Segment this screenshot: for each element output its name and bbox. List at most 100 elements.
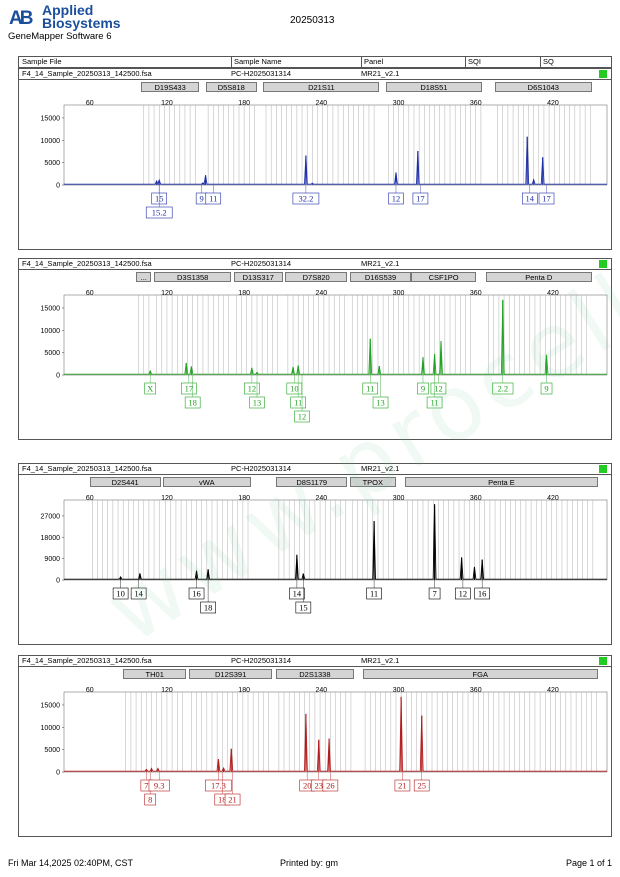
locus-marker[interactable]: D7S820 xyxy=(285,272,348,282)
allele-label-box[interactable] xyxy=(112,587,129,600)
allele-label-box[interactable] xyxy=(145,206,173,219)
allele-label[interactable]: 14 xyxy=(526,194,535,204)
allele-label-box[interactable] xyxy=(413,779,430,792)
allele-label[interactable]: 12 xyxy=(298,412,307,422)
allele-label[interactable]: 11 xyxy=(366,384,374,394)
locus-marker[interactable]: TPOX xyxy=(349,477,396,487)
allele-label[interactable]: 15.2 xyxy=(152,208,167,218)
allele-label[interactable]: 15 xyxy=(299,603,308,613)
allele-label[interactable]: 21 xyxy=(228,795,237,805)
allele-label[interactable]: 8 xyxy=(148,795,152,805)
allele-label-box[interactable] xyxy=(388,192,404,205)
allele-label-box[interactable] xyxy=(286,382,303,395)
allele-label[interactable]: 18 xyxy=(204,603,213,613)
locus-marker[interactable]: D21S11 xyxy=(263,82,380,92)
allele-label-box[interactable] xyxy=(130,587,147,600)
allele-label-box[interactable] xyxy=(426,396,443,409)
locus-marker[interactable]: FGA xyxy=(362,669,598,679)
locus-marker[interactable]: Penta D xyxy=(486,272,592,282)
allele-label-box[interactable] xyxy=(455,587,471,600)
allele-label-box[interactable] xyxy=(289,587,305,600)
allele-label-box[interactable] xyxy=(224,793,241,806)
allele-label-box[interactable] xyxy=(492,382,514,395)
allele-label[interactable]: 21 xyxy=(398,781,407,791)
allele-label-box[interactable] xyxy=(148,779,170,792)
allele-label[interactable]: 25 xyxy=(417,781,426,791)
allele-label[interactable]: 18 xyxy=(218,795,227,805)
locus-marker[interactable]: D2S1338 xyxy=(276,669,354,679)
locus-marker[interactable]: D18S51 xyxy=(385,82,483,92)
allele-label[interactable]: 7 xyxy=(432,589,436,599)
allele-label-box[interactable] xyxy=(428,587,441,600)
locus-marker[interactable]: D12S391 xyxy=(188,669,273,679)
allele-label[interactable]: 12 xyxy=(392,194,401,204)
allele-label[interactable]: 18 xyxy=(188,398,197,408)
allele-label[interactable]: 9.3 xyxy=(154,781,165,791)
locus-marker[interactable]: Penta E xyxy=(404,477,598,487)
allele-label[interactable]: 9 xyxy=(421,384,425,394)
allele-label-box[interactable] xyxy=(290,396,306,409)
allele-label-box[interactable] xyxy=(366,587,382,600)
locus-marker[interactable]: D13S317 xyxy=(233,272,283,282)
allele-label-box[interactable] xyxy=(474,587,490,600)
allele-label[interactable]: 14 xyxy=(293,589,302,599)
allele-label[interactable]: 14 xyxy=(134,589,143,599)
locus-marker[interactable]: D8S1179 xyxy=(276,477,348,487)
locus-marker[interactable]: CSF1PO xyxy=(411,272,476,282)
allele-label[interactable]: 17.3 xyxy=(211,781,226,791)
allele-label-box[interactable] xyxy=(322,779,339,792)
allele-label[interactable]: 10 xyxy=(290,384,299,394)
allele-label[interactable]: 16 xyxy=(192,589,201,599)
allele-label-box[interactable] xyxy=(249,396,265,409)
locus-marker[interactable]: D6S1043 xyxy=(495,82,592,92)
allele-label[interactable]: 10 xyxy=(116,589,125,599)
allele-label[interactable]: 11 xyxy=(370,589,378,599)
allele-label-box[interactable] xyxy=(295,601,312,614)
locus-marker[interactable]: vWA xyxy=(163,477,251,487)
allele-label-box[interactable] xyxy=(188,587,205,600)
allele-label[interactable]: 9 xyxy=(200,194,204,204)
allele-label[interactable]: 12 xyxy=(434,384,443,394)
allele-label[interactable]: 20 xyxy=(303,781,312,791)
locus-marker[interactable]: D5S818 xyxy=(205,82,257,92)
locus-marker[interactable]: D19S433 xyxy=(141,82,200,92)
allele-label-box[interactable] xyxy=(144,382,157,395)
allele-label[interactable]: X xyxy=(147,384,153,394)
allele-label-box[interactable] xyxy=(521,192,538,205)
allele-label-box[interactable] xyxy=(412,192,429,205)
allele-label-box[interactable] xyxy=(144,793,157,806)
allele-label[interactable]: 11 xyxy=(430,398,438,408)
allele-label-box[interactable] xyxy=(205,779,232,792)
allele-label[interactable]: 32.2 xyxy=(298,194,313,204)
allele-label[interactable]: 11 xyxy=(294,398,302,408)
allele-label-box[interactable] xyxy=(540,382,553,395)
allele-label[interactable]: 26 xyxy=(326,781,335,791)
allele-label[interactable]: 23 xyxy=(315,781,324,791)
allele-label[interactable]: 17 xyxy=(542,194,551,204)
allele-label-box[interactable] xyxy=(205,192,222,205)
allele-label[interactable]: 13 xyxy=(376,398,385,408)
allele-label[interactable]: 11 xyxy=(209,194,217,204)
allele-label-box[interactable] xyxy=(181,382,197,395)
allele-label-box[interactable] xyxy=(244,382,260,395)
allele-label[interactable]: 12 xyxy=(459,589,468,599)
allele-label-box[interactable] xyxy=(430,382,447,395)
allele-label-box[interactable] xyxy=(372,396,389,409)
allele-label[interactable]: 9 xyxy=(544,384,548,394)
allele-label-box[interactable] xyxy=(292,192,320,205)
allele-label-box[interactable] xyxy=(200,601,216,614)
allele-label[interactable]: 17 xyxy=(185,384,194,394)
allele-label[interactable]: 16 xyxy=(478,589,487,599)
locus-marker[interactable]: TH01 xyxy=(123,669,187,679)
allele-label[interactable]: 7 xyxy=(144,781,148,791)
locus-marker[interactable]: D3S1358 xyxy=(154,272,232,282)
allele-label-box[interactable] xyxy=(184,396,201,409)
allele-label-box[interactable] xyxy=(362,382,379,395)
allele-label[interactable]: 17 xyxy=(416,194,425,204)
allele-label-box[interactable] xyxy=(538,192,555,205)
locus-marker[interactable]: D2S441 xyxy=(89,477,161,487)
allele-label-box[interactable] xyxy=(294,410,310,423)
allele-label[interactable]: 13 xyxy=(253,398,261,408)
locus-marker[interactable]: ... xyxy=(136,272,152,282)
allele-label[interactable]: 12 xyxy=(248,384,256,394)
